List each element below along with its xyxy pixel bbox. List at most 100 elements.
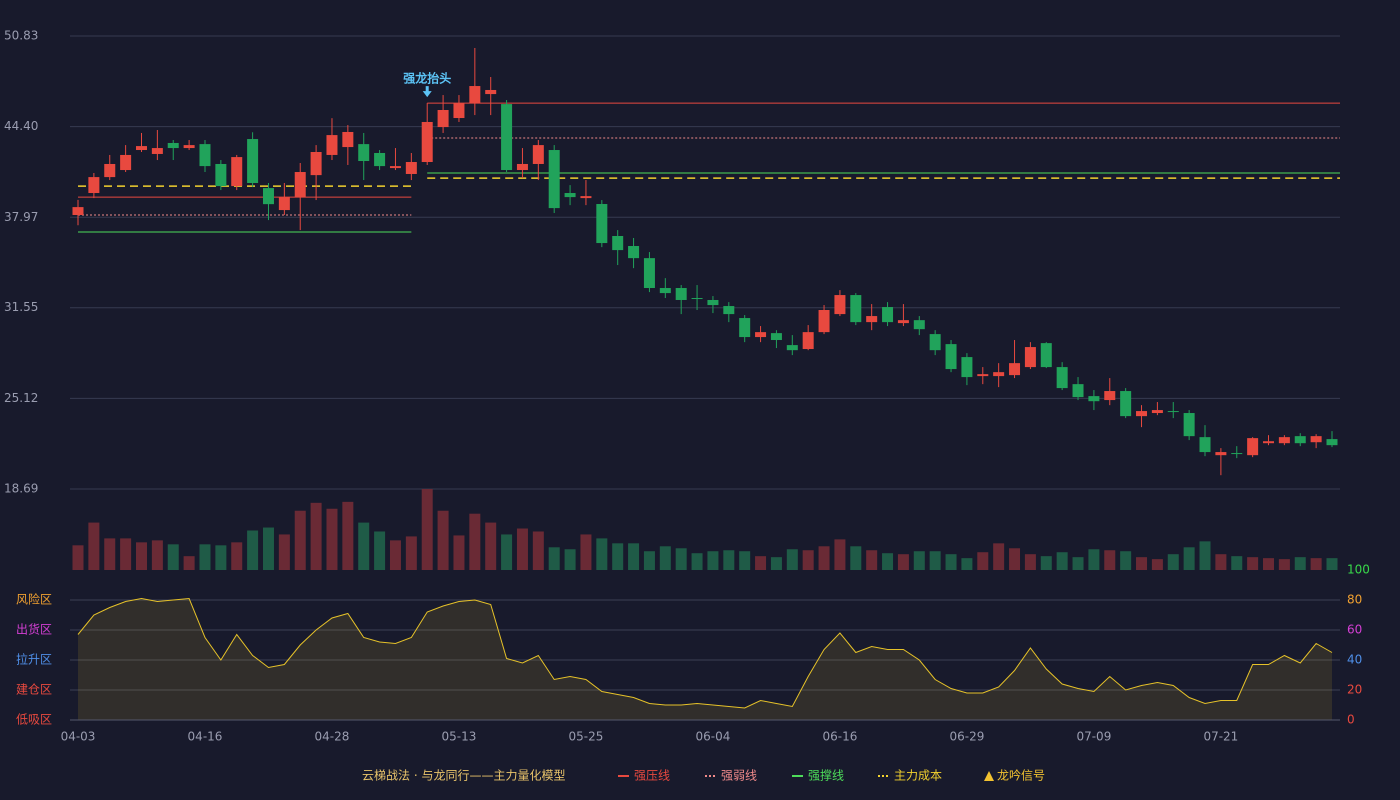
volume-bar	[1215, 554, 1227, 570]
volume-bar	[278, 534, 290, 570]
zone-label: 拉升区	[16, 652, 52, 667]
volume-bar	[770, 557, 782, 570]
volume-bar	[1231, 556, 1243, 570]
candle-body	[913, 320, 925, 330]
volume-bar	[1088, 549, 1100, 570]
candle-body	[1056, 367, 1068, 389]
candle-body	[691, 298, 703, 300]
candle-body	[802, 332, 814, 350]
volume-bar	[1247, 557, 1259, 570]
legend-label[interactable]: 龙吟信号	[997, 768, 1045, 783]
volume-bar	[199, 544, 211, 570]
y-tick-label: 44.40	[4, 119, 38, 133]
candle-body	[278, 197, 290, 211]
volume-bar	[374, 531, 386, 570]
volume-bar	[151, 540, 163, 570]
candle-body	[1167, 411, 1179, 413]
candle-body	[421, 121, 433, 163]
candle-body	[1310, 436, 1322, 443]
volume-bar	[707, 551, 719, 570]
candle-body	[628, 246, 640, 259]
y2-tick-label: 0	[1347, 713, 1355, 727]
legend-marker	[984, 771, 994, 781]
candle-body	[723, 306, 735, 315]
candle-body	[199, 144, 211, 167]
volume-bar	[453, 535, 465, 570]
zone-label: 建仓区	[16, 683, 52, 697]
candle-body	[1263, 441, 1275, 444]
volume-bar	[1104, 550, 1116, 570]
candle-body	[485, 89, 497, 95]
volume-bar	[977, 552, 989, 570]
volume-bar	[1278, 559, 1290, 570]
volume-bar	[1167, 554, 1179, 570]
volume-bar	[564, 549, 576, 570]
volume-bar	[405, 536, 417, 570]
candle-body	[1072, 384, 1084, 398]
candle-body	[993, 372, 1005, 377]
volume-bar	[675, 548, 687, 570]
volume-bar	[866, 550, 878, 570]
candle-body	[675, 288, 687, 300]
x-tick-label: 06-29	[949, 730, 984, 744]
volume-bar	[1009, 548, 1021, 570]
candle-body	[88, 177, 100, 194]
legend-label[interactable]: 主力成本	[894, 769, 942, 783]
candle-body	[1120, 391, 1132, 417]
candle-body	[929, 334, 941, 351]
volume-bar	[1151, 559, 1163, 570]
legend-label[interactable]: 强压线	[634, 769, 670, 783]
volume-bar	[723, 550, 735, 570]
candle-body	[977, 374, 989, 377]
volume-bar	[469, 513, 481, 570]
volume-bar	[818, 546, 830, 570]
candle-body	[1104, 391, 1116, 401]
volume-bar	[358, 522, 370, 570]
volume-bar	[167, 544, 179, 570]
legend-label[interactable]: 强弱线	[721, 769, 757, 783]
candle-body	[882, 307, 894, 323]
volume-bar	[596, 538, 608, 570]
zone-label: 低吸区	[16, 713, 52, 727]
volume-bar	[485, 522, 497, 570]
candle-body	[72, 207, 84, 216]
candle-body	[453, 103, 465, 119]
candle-body	[897, 320, 909, 324]
volume-bar	[882, 553, 894, 570]
volume-bar	[1136, 557, 1148, 570]
candle-body	[1183, 413, 1195, 437]
candle-body	[850, 295, 862, 323]
y2-tick-label: 20	[1347, 683, 1362, 697]
candle-body	[104, 163, 116, 178]
candle-body	[1136, 411, 1148, 417]
candle-body	[183, 145, 195, 149]
annotation-arrow	[422, 86, 432, 98]
y-tick-label: 50.83	[4, 29, 38, 43]
volume-bar	[120, 538, 132, 570]
volume-bar	[897, 554, 909, 570]
candle-body	[786, 345, 798, 351]
volume-bar	[993, 543, 1005, 570]
volume-bar	[1294, 557, 1306, 570]
legend-label[interactable]: 强撑线	[808, 768, 844, 783]
volume-bar	[612, 543, 624, 570]
volume-bar	[516, 528, 528, 570]
x-tick-label: 05-13	[442, 730, 477, 744]
zone-label: 出货区	[16, 622, 52, 637]
volume-bar	[262, 527, 274, 570]
volume-bar	[961, 558, 973, 570]
candle-body	[596, 204, 608, 244]
volume-bar	[628, 543, 640, 570]
candle-body	[548, 150, 560, 209]
volume-bar	[247, 530, 259, 570]
volume-bar	[755, 556, 767, 570]
candle-body	[262, 188, 274, 205]
candle-body	[643, 258, 655, 289]
volume-bar	[421, 489, 433, 570]
y2-tick-label: 80	[1347, 593, 1362, 607]
candle-body	[1231, 453, 1243, 455]
candle-body	[437, 109, 449, 128]
volume-bar	[135, 542, 147, 570]
candle-body	[659, 288, 671, 294]
